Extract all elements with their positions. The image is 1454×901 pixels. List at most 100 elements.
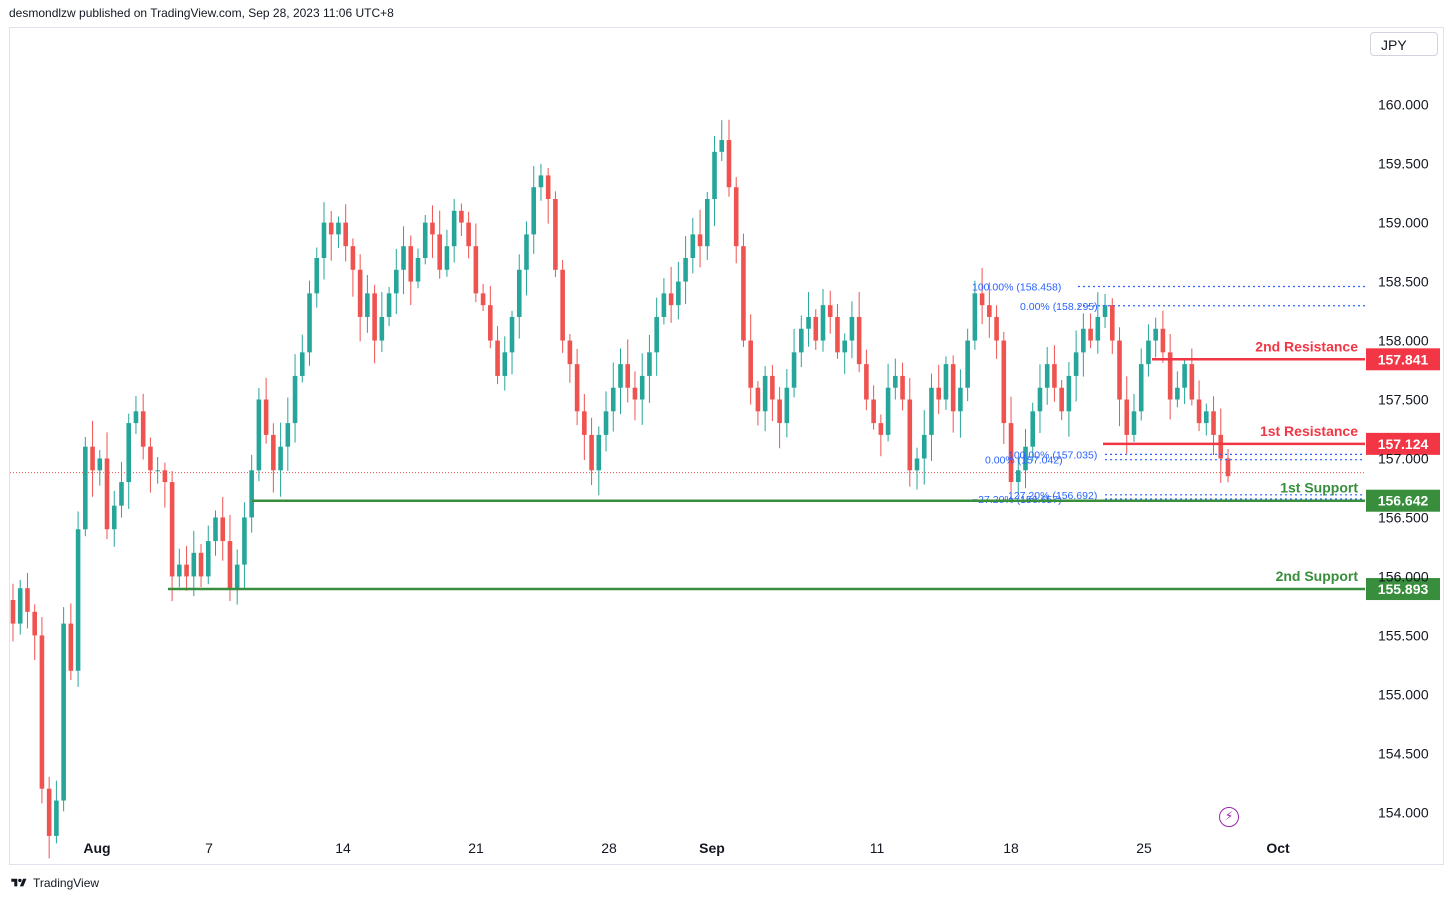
candle: [712, 136, 717, 226]
candle: [1131, 393, 1137, 442]
candle-body: [1102, 305, 1108, 317]
candle-body: [119, 482, 124, 506]
candle: [220, 497, 226, 561]
candle: [1066, 362, 1072, 437]
candle: [885, 363, 891, 442]
candle-body: [321, 222, 327, 258]
candle: [1160, 310, 1166, 363]
candle: [155, 456, 160, 484]
y-tick-label: 156.500: [1378, 509, 1429, 525]
x-tick-label: 11: [870, 840, 885, 856]
candle-body: [1225, 458, 1231, 477]
candle-body: [1131, 411, 1137, 435]
candle: [1196, 380, 1202, 432]
fib-label: 127.20% (156.692): [1008, 490, 1097, 502]
candle: [1044, 347, 1050, 405]
candle-body: [900, 375, 905, 400]
candle: [524, 221, 529, 296]
candle: [610, 362, 616, 432]
candle-body: [1196, 399, 1202, 424]
candle: [849, 301, 855, 359]
candle: [263, 377, 269, 444]
candle-body: [1204, 411, 1209, 424]
y-tick-label: 158.000: [1378, 333, 1429, 349]
candle-body: [1218, 434, 1224, 459]
candle: [596, 426, 602, 496]
x-tick-label: 21: [468, 840, 484, 856]
candle: [307, 280, 312, 366]
candle: [647, 334, 652, 403]
candle-body: [372, 293, 377, 341]
candle-body: [480, 293, 486, 306]
candle: [1218, 408, 1224, 483]
candle-body: [871, 399, 876, 424]
candle: [61, 607, 66, 812]
candle-body: [1052, 364, 1057, 388]
candle-body: [133, 411, 139, 424]
candle-body: [299, 352, 305, 376]
candle: [704, 192, 710, 260]
candle-body: [733, 187, 739, 247]
candle-body: [140, 411, 146, 447]
candle-body: [169, 482, 175, 577]
candle-body: [849, 316, 855, 341]
candle: [1008, 396, 1014, 501]
candle: [488, 286, 493, 349]
candle: [965, 328, 970, 402]
candle-body: [75, 529, 81, 671]
candle: [1153, 317, 1158, 358]
candle-body: [1109, 305, 1115, 341]
candle: [162, 462, 168, 508]
candle-body: [987, 305, 992, 317]
candle-body: [668, 293, 674, 306]
candle-body: [704, 199, 710, 247]
candle-body: [791, 352, 797, 388]
candle: [466, 211, 471, 259]
candle-body: [10, 600, 16, 624]
candle: [871, 385, 876, 430]
candle-body: [1167, 352, 1173, 400]
candle-body: [972, 293, 978, 341]
bolt-icon[interactable]: ⚡: [1219, 807, 1239, 827]
candle-body: [263, 399, 269, 435]
candle: [271, 423, 276, 493]
candle: [827, 290, 833, 334]
candle: [32, 604, 37, 660]
candle-body: [856, 316, 862, 365]
candle-body: [524, 234, 529, 270]
candle-body: [726, 140, 732, 188]
candle-body: [820, 305, 826, 341]
level-price-tag: [1366, 489, 1440, 512]
candle-body: [799, 328, 804, 353]
support-resistance-levels: 2nd Resistance 157.841 1st Resistance 157.1…: [168, 338, 1440, 601]
candle: [582, 393, 587, 461]
candle: [1211, 396, 1216, 456]
candle: [191, 530, 197, 597]
candle: [856, 291, 862, 373]
footer-brand: TradingView: [33, 876, 100, 890]
candle: [1081, 313, 1086, 377]
fib-label: 0.00% (158.295): [1020, 301, 1098, 313]
candle-body: [582, 411, 587, 435]
y-tick-label: 155.000: [1378, 686, 1429, 702]
candle: [589, 417, 594, 486]
candle-body: [148, 446, 153, 471]
candle-body: [68, 623, 74, 671]
candle-body: [459, 210, 464, 223]
level-price-tag: [1366, 348, 1440, 371]
candle-body: [864, 364, 869, 400]
currency-label[interactable]: JPY: [1370, 32, 1438, 56]
candles: [10, 119, 1231, 859]
candle-body: [191, 552, 197, 577]
candle-body: [596, 434, 602, 471]
candle-body: [386, 293, 392, 317]
candle-body: [545, 175, 551, 200]
candle-body: [242, 517, 247, 565]
candle: [1204, 403, 1209, 436]
candle-body: [907, 399, 913, 471]
candle: [567, 334, 573, 383]
level-price-tag: [1366, 432, 1440, 455]
candle: [842, 333, 847, 374]
candle: [336, 216, 341, 248]
